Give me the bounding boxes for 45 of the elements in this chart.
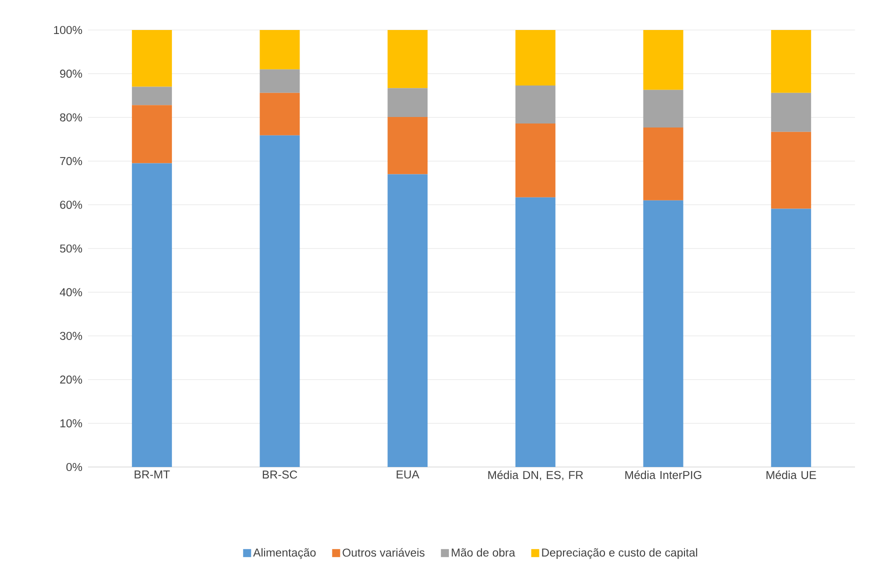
bar: [643, 90, 684, 128]
bar: [643, 200, 684, 467]
bar: [515, 197, 556, 467]
bar: [515, 85, 556, 124]
y-tick-label: 50%: [60, 244, 82, 253]
legend-label: Alimentação: [253, 548, 316, 559]
x-tick-label: Média DN, ES, FR: [488, 470, 583, 480]
bar: [771, 30, 812, 93]
y-tick-label: 40%: [60, 288, 82, 296]
bar: [515, 124, 556, 198]
x-tick-label: EUA: [396, 470, 420, 479]
bar: [260, 69, 300, 93]
bar: [388, 174, 428, 467]
y-tick-label: 90%: [60, 70, 82, 78]
bar: [771, 92, 812, 132]
bar: [260, 92, 300, 136]
bar: [132, 163, 172, 467]
bar: [643, 30, 684, 90]
bar: [771, 132, 812, 209]
y-tick-label: 30%: [60, 332, 82, 340]
bar: [132, 30, 172, 87]
bar: [388, 116, 428, 174]
y-tick-label: 0%: [66, 462, 82, 472]
x-tick-label: BR-MT: [134, 470, 170, 478]
y-tick-label: 10%: [60, 419, 82, 428]
bar: [515, 30, 556, 86]
x-tick-label: Média UE: [766, 470, 816, 480]
bar: [388, 30, 428, 88]
bar: [260, 30, 300, 70]
bar: [643, 127, 684, 200]
y-tick-label: 80%: [60, 113, 82, 122]
legend-label: Depreciação e custo de capital: [542, 548, 698, 559]
y-tick-label: 70%: [60, 157, 82, 166]
bar: [388, 88, 428, 117]
y-tick-label: 60%: [60, 200, 82, 209]
x-tick-label: Média InterPIG: [625, 470, 702, 480]
legend-label: Outros variáveis: [342, 548, 424, 557]
bar: [132, 86, 172, 106]
bar: [260, 135, 300, 467]
bar: [132, 105, 172, 164]
x-tick-label: BR-SC: [262, 470, 298, 479]
y-tick-label: 100%: [54, 26, 82, 34]
y-tick-label: 20%: [60, 376, 82, 384]
legend-label: Mão de obra: [452, 548, 516, 557]
bar: [771, 208, 812, 467]
